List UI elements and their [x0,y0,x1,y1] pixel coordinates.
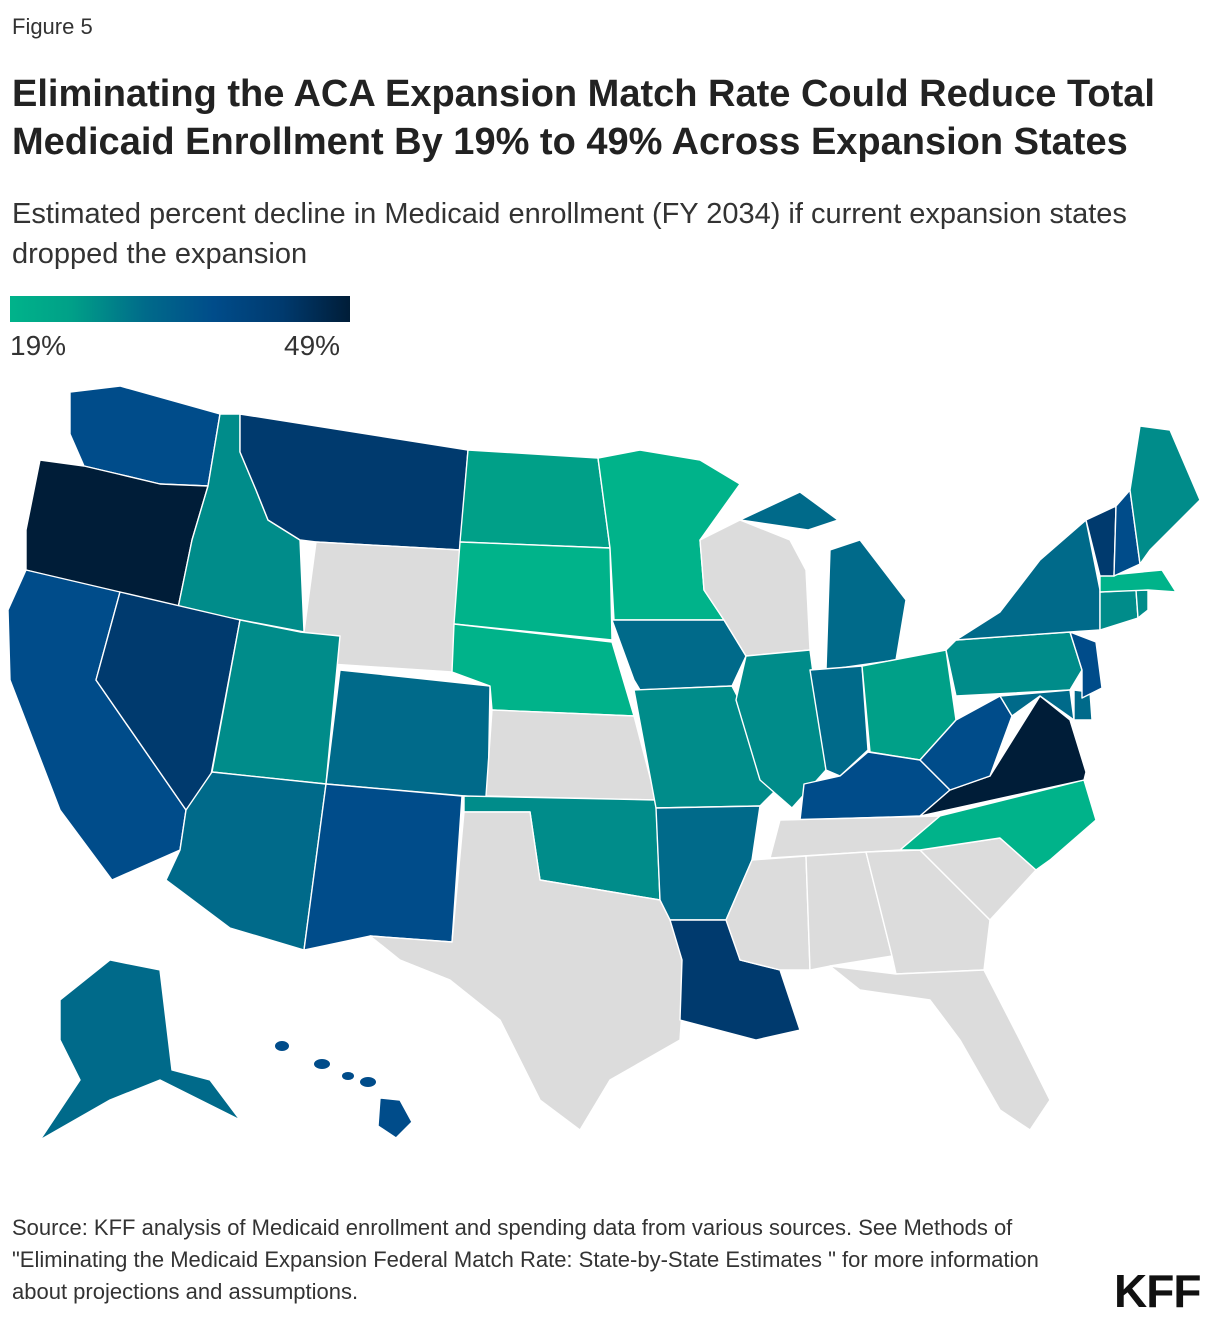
chart-title: Eliminating the ACA Expansion Match Rate… [12,73,1155,163]
state-ma[interactable] [1099,569,1177,593]
state-pa[interactable] [945,631,1083,697]
state-nc[interactable] [899,779,1097,871]
chart-subtitle: Estimated percent decline in Medicaid en… [12,198,1127,270]
state-sd[interactable] [453,541,613,641]
state-al[interactable] [805,851,893,971]
state-ak[interactable] [39,959,241,1140]
state-fl[interactable] [829,965,1051,1131]
state-me[interactable] [1129,425,1201,565]
kff-logo: KFF [1114,1265,1201,1317]
state-ks[interactable] [485,709,657,801]
state-hi[interactable] [275,1041,413,1139]
legend-max-label: 49% [284,330,341,361]
legend-min-label: 19% [10,330,67,361]
state-nd[interactable] [459,449,611,549]
state-ri[interactable] [1135,589,1149,619]
state-mi[interactable] [739,491,907,671]
figure-label: Figure 5 [12,14,93,39]
state-in[interactable] [809,665,869,777]
state-ut[interactable] [211,619,341,785]
state-ia[interactable] [611,619,747,691]
state-il[interactable] [735,649,827,809]
color-legend-gradient [10,296,350,322]
state-ct[interactable] [1099,589,1139,631]
us-choropleth-map [7,385,1201,1140]
state-nm[interactable] [303,783,463,951]
source-note: Source: KFF analysis of Medicaid enrollm… [12,1215,1039,1304]
state-md[interactable] [999,689,1075,721]
state-nj[interactable] [1069,631,1103,699]
state-tx[interactable] [369,811,687,1131]
state-ny[interactable] [955,519,1101,641]
state-co[interactable] [325,669,491,799]
